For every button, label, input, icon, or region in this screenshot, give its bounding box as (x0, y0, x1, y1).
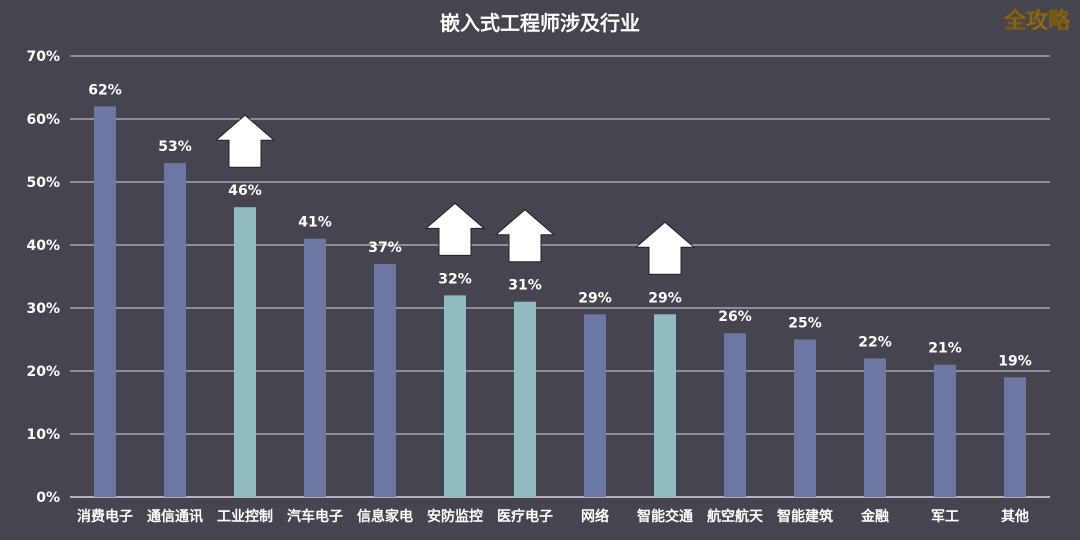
y-tick-label: 20% (26, 364, 60, 380)
y-tick-label: 40% (26, 238, 60, 254)
data-label: 22% (858, 334, 892, 350)
x-tick-label: 工业控制 (217, 508, 273, 525)
data-label: 37% (368, 240, 402, 256)
bar (304, 238, 326, 497)
bar (94, 106, 116, 498)
x-tick-label: 通信通讯 (147, 508, 203, 525)
data-label: 29% (578, 290, 612, 306)
data-label: 41% (298, 215, 332, 231)
bar (374, 263, 396, 497)
bar (164, 163, 186, 497)
chart-title: 嵌入式工程师涉及行业 (440, 11, 640, 35)
data-label: 46% (228, 183, 262, 199)
x-tick-label: 安防监控 (427, 508, 483, 525)
up-arrow-icon (494, 209, 556, 263)
bar (864, 358, 886, 497)
x-tick-label: 消费电子 (77, 508, 133, 525)
x-tick-label: 金融 (860, 508, 889, 525)
x-tick-label: 汽车电子 (287, 508, 343, 525)
bar (654, 314, 676, 497)
bar (584, 314, 606, 497)
x-tick-label: 信息家电 (357, 508, 413, 525)
bar (1004, 377, 1026, 497)
x-tick-label: 航空航天 (707, 508, 764, 525)
data-label: 26% (718, 309, 752, 325)
bar (514, 301, 536, 497)
bar (934, 364, 956, 497)
y-tick-label: 50% (26, 175, 60, 191)
data-label: 21% (928, 341, 962, 357)
x-tick-label: 网络 (581, 508, 609, 525)
data-label: 31% (508, 278, 542, 294)
data-label: 29% (648, 290, 682, 306)
x-tick-label: 智能交通 (636, 508, 693, 525)
y-tick-label: 70% (26, 49, 60, 65)
data-label: 32% (438, 271, 472, 287)
data-label: 53% (158, 139, 192, 155)
up-arrow-icon (424, 202, 486, 256)
x-tick-label: 其他 (1001, 508, 1029, 525)
x-tick-label: 智能建筑 (776, 508, 833, 525)
bar (794, 339, 816, 497)
y-tick-label: 60% (26, 112, 60, 128)
y-tick-label: 10% (26, 427, 60, 443)
y-tick-label: 30% (26, 301, 60, 317)
data-label: 25% (788, 316, 822, 332)
up-arrow-icon (634, 221, 696, 275)
x-tick-label: 医疗电子 (497, 508, 553, 525)
data-label: 19% (998, 353, 1032, 369)
data-label: 62% (88, 82, 122, 98)
y-tick-label: 0% (36, 490, 60, 506)
watermark-logo: 全攻略 (1003, 8, 1071, 34)
up-arrow-icon (214, 114, 276, 168)
bar (444, 295, 466, 497)
bar (234, 207, 256, 497)
x-tick-label: 军工 (931, 509, 959, 525)
bar (724, 333, 746, 497)
